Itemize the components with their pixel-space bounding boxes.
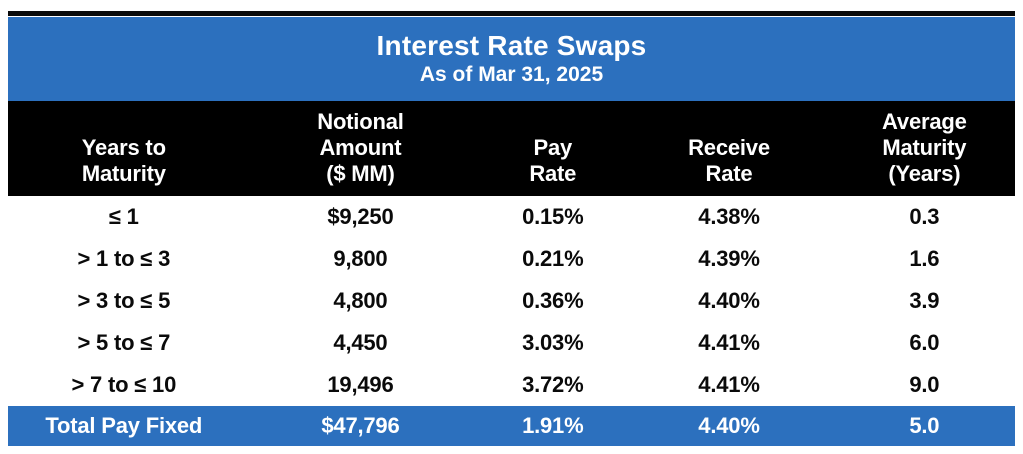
cell-receive-rate: 4.39% [698, 246, 760, 271]
column-header-row: Years to Maturity Notional Amount ($ MM)… [8, 101, 1015, 196]
total-label: Total Pay Fixed [45, 413, 203, 438]
cell-notional-amount: 4,450 [333, 330, 388, 355]
total-pay-rate: 1.91% [522, 413, 584, 438]
column-header-notional-amount: Notional Amount ($ MM) [317, 109, 404, 186]
cell-pay-rate: 0.36% [522, 288, 584, 313]
cell-notional-amount: $9,250 [327, 204, 394, 229]
cell-notional-amount: 19,496 [327, 372, 394, 397]
cell-average-maturity: 3.9 [909, 288, 940, 313]
table-row: > 5 to ≤ 7 4,450 3.03% 4.41% 6.0 [8, 322, 1015, 364]
table-row: ≤ 1 $9,250 0.15% 4.38% 0.3 [8, 196, 1015, 238]
column-header-pay-rate: Pay Rate [529, 135, 577, 186]
cell-receive-rate: 4.38% [698, 204, 760, 229]
cell-years-to-maturity: > 1 to ≤ 3 [77, 246, 171, 271]
cell-average-maturity: 0.3 [909, 204, 940, 229]
cell-receive-rate: 4.41% [698, 372, 760, 397]
cell-years-to-maturity: ≤ 1 [108, 204, 139, 229]
table-title: Interest Rate Swaps [376, 30, 647, 61]
table-total-row: Total Pay Fixed $47,796 1.91% 4.40% 5.0 [8, 406, 1015, 446]
cell-pay-rate: 0.15% [522, 204, 584, 229]
table-row: > 7 to ≤ 10 19,496 3.72% 4.41% 9.0 [8, 364, 1015, 406]
total-average-maturity: 5.0 [909, 413, 940, 438]
column-header-average-maturity: Average Maturity (Years) [882, 109, 967, 186]
column-header-years-to-maturity: Years to Maturity [81, 135, 166, 186]
cell-years-to-maturity: > 3 to ≤ 5 [77, 288, 171, 313]
cell-years-to-maturity: > 7 to ≤ 10 [71, 372, 177, 397]
top-border-rule [8, 11, 1015, 16]
table-container: Interest Rate Swaps As of Mar 31, 2025 Y… [8, 11, 1015, 446]
cell-average-maturity: 6.0 [909, 330, 940, 355]
cell-receive-rate: 4.40% [698, 288, 760, 313]
cell-average-maturity: 1.6 [909, 246, 940, 271]
cell-pay-rate: 0.21% [522, 246, 584, 271]
table-subtitle: As of Mar 31, 2025 [419, 63, 604, 86]
cell-average-maturity: 9.0 [909, 372, 940, 397]
table-row: > 3 to ≤ 5 4,800 0.36% 4.40% 3.9 [8, 280, 1015, 322]
total-receive-rate: 4.40% [698, 413, 760, 438]
cell-notional-amount: 4,800 [333, 288, 388, 313]
cell-years-to-maturity: > 5 to ≤ 7 [77, 330, 171, 355]
column-header-receive-rate: Receive Rate [688, 135, 770, 186]
cell-notional-amount: 9,800 [333, 246, 388, 271]
cell-pay-rate: 3.03% [522, 330, 584, 355]
cell-pay-rate: 3.72% [522, 372, 584, 397]
total-notional-amount: $47,796 [321, 413, 400, 438]
table-row: > 1 to ≤ 3 9,800 0.21% 4.39% 1.6 [8, 238, 1015, 280]
table-title-band: Interest Rate Swaps As of Mar 31, 2025 [8, 17, 1015, 101]
cell-receive-rate: 4.41% [698, 330, 760, 355]
